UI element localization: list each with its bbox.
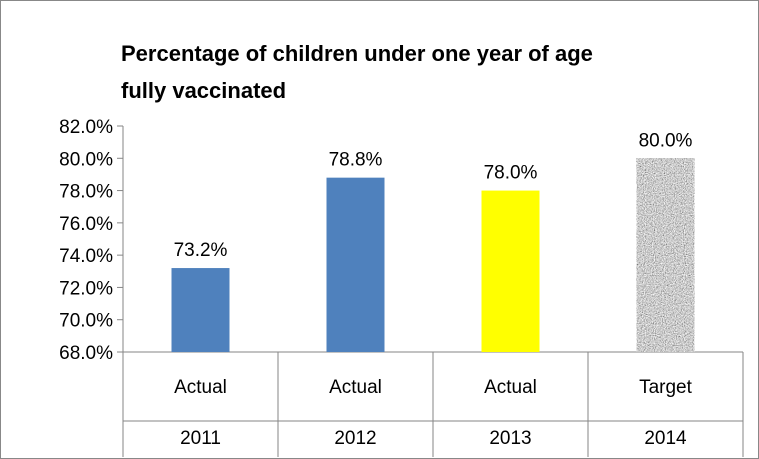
y-tick-label: 70.0% [59,311,113,332]
y-tick-label: 76.0% [59,214,113,235]
category-label-level2: 2011 [180,428,221,449]
y-tick-label: 78.0% [59,182,113,203]
chart-title: Percentage of children under one year of… [121,35,721,109]
chart-title-line-2: fully vaccinated [121,78,287,103]
bar [326,177,385,352]
bar [171,268,230,352]
y-tick-label: 74.0% [59,246,113,267]
data-label: 73.2% [174,240,228,261]
y-tick-label: 68.0% [59,343,113,364]
category-label-level1: Actual [329,377,382,398]
y-tick-label: 72.0% [59,278,113,299]
category-label-level1: Target [639,377,693,398]
bar [636,158,695,352]
category-label-level1: Actual [484,377,537,398]
data-label: 78.0% [484,163,538,184]
category-label-level2: 2012 [334,428,376,449]
y-tick-label: 82.0% [59,117,113,138]
category-label-level2: 2014 [644,428,687,449]
data-label: 78.8% [329,150,383,171]
y-tick-label: 80.0% [59,149,113,170]
category-label-level1: Actual [174,377,227,398]
data-label: 80.0% [639,130,693,151]
bar [481,190,540,352]
category-label-level2: 2013 [489,428,531,449]
chart-title-line-1: Percentage of children under one year of… [121,41,593,66]
